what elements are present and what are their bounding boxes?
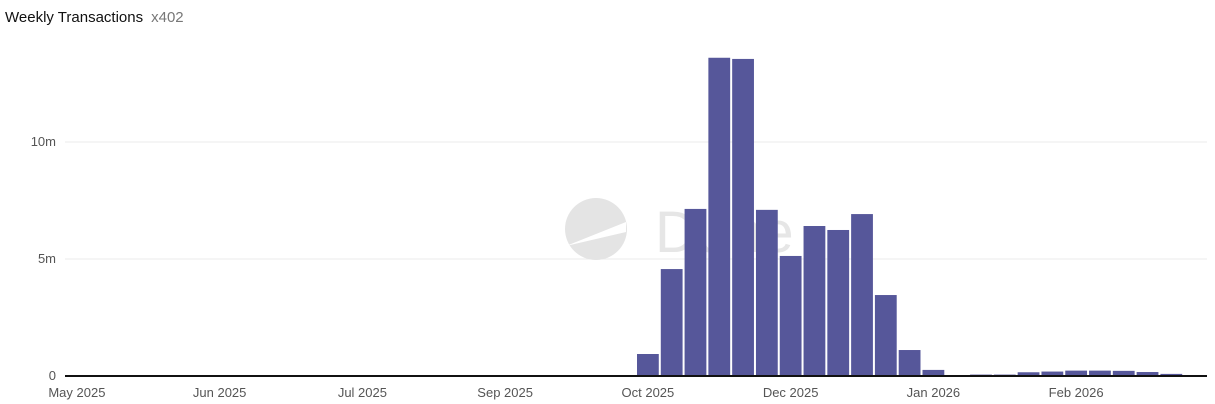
bar[interactable] <box>1160 373 1183 376</box>
bar[interactable] <box>851 214 873 376</box>
bar[interactable] <box>732 58 754 377</box>
x-tick-label: Jan 2026 <box>907 385 961 400</box>
x-tick-label: Oct 2025 <box>622 385 675 400</box>
bar[interactable] <box>684 208 707 376</box>
bar[interactable] <box>803 226 826 376</box>
bar[interactable] <box>922 369 945 376</box>
y-tick-label: 5m <box>38 251 56 266</box>
x-tick-label: Dec 2025 <box>763 385 819 400</box>
x-tick-label: May 2025 <box>48 385 105 400</box>
bar[interactable] <box>637 354 659 376</box>
bar[interactable] <box>660 269 683 376</box>
x-tick-label: Sep 2025 <box>477 385 533 400</box>
x-tick-label: Jun 2025 <box>193 385 247 400</box>
bar[interactable] <box>1017 372 1040 376</box>
y-tick-label: 10m <box>31 134 56 149</box>
dune-logo-slash <box>566 222 626 246</box>
dune-logo-icon <box>565 198 627 260</box>
y-tick-label: 0 <box>49 368 56 383</box>
bar[interactable] <box>1089 370 1111 376</box>
bar[interactable] <box>1041 371 1064 376</box>
bar[interactable] <box>898 350 921 376</box>
bar[interactable] <box>1065 370 1088 376</box>
chart-title-text: Weekly Transactions <box>5 9 144 26</box>
bar[interactable] <box>827 229 850 376</box>
bar[interactable] <box>874 295 897 376</box>
x-tick-label: Jul 2025 <box>338 385 387 400</box>
bar[interactable] <box>708 57 731 376</box>
bar[interactable] <box>755 209 778 376</box>
bar[interactable] <box>779 255 802 376</box>
chart-title: Weekly Transactions x402 <box>5 9 184 26</box>
bar[interactable] <box>1136 372 1159 376</box>
x-tick-label: Feb 2026 <box>1049 385 1104 400</box>
chart-subtitle: x402 <box>151 9 184 26</box>
bar[interactable] <box>1112 370 1135 376</box>
